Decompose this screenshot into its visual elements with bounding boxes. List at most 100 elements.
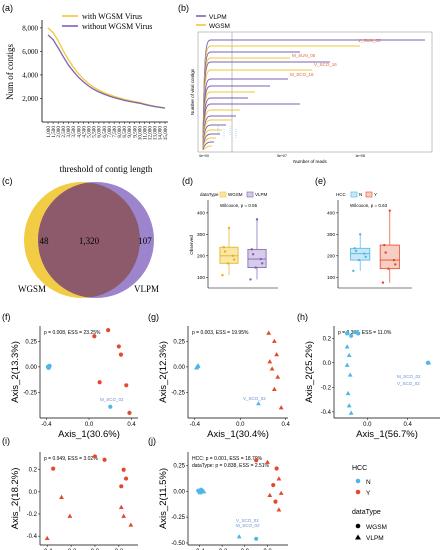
box-point (387, 267, 390, 270)
panel-a-ytick-label: 6,000 (22, 48, 38, 56)
panel-j-point-label-1: M_SCO_02 (236, 523, 260, 528)
panel-a-ytick-label: 2,000 (22, 95, 38, 103)
panel-g-ytick-label: 0.25 (173, 339, 185, 345)
panel-d-legend-label-1: VLPM (255, 192, 268, 197)
panel-a-xtick-label: 10,000 (137, 126, 143, 141)
box-body (379, 244, 400, 270)
panel-b-annotation-m-sun: M_SUN_05 (292, 53, 316, 58)
panel-i-ylabel: Axis_2(18.2%) (10, 468, 21, 530)
panel-e-stat: Wilcoxon, p = 0.63 (350, 203, 388, 208)
panel-j-point-label-0: V_SCO_02 (236, 518, 259, 523)
box-point (251, 252, 255, 256)
panel-i-point-4 (119, 484, 124, 489)
panel-h-point-3 (356, 331, 361, 336)
panel-h-ytick-label: 0.2 (323, 336, 332, 342)
panel-label-b: (b) (178, 3, 189, 13)
panel-label-h: (h) (297, 312, 308, 322)
panel-g-xtick-label: 0.0 (236, 422, 245, 428)
panel-f-point-9 (118, 352, 124, 357)
box-ytick-label: 400 (327, 211, 335, 217)
venn-right-label: VLPM (134, 284, 159, 294)
panel-h-point-8 (345, 390, 351, 396)
panel-b-curve-15 (202, 129, 222, 151)
panel-a-legend-label-1: without WGSM Virus (82, 22, 152, 31)
panel-b-legend: VLPM WGSM (196, 14, 230, 30)
panel-j-ylabel: Axis_2(11.5%) (158, 468, 169, 529)
panel-b-curve-18 (202, 141, 214, 151)
box-ytick-label: 300 (197, 232, 205, 238)
right-legend-hcc-label-y: Y (366, 490, 371, 497)
panel-f-point-5 (108, 404, 113, 409)
right-legend-type-label-wgsm: WGSM (366, 524, 387, 531)
panel-g-xtick-label: 0.4 (282, 422, 291, 428)
panel-h-point-label-1: V_SCO_02 (397, 381, 420, 386)
panel-label-d: (d) (182, 176, 193, 186)
panel-b-xtick-0: 0e+00 (199, 154, 209, 158)
panel-f-ytick-label: -0.25 (23, 390, 37, 396)
right-legend-type-title: dataType (352, 509, 381, 516)
right-legend-type-swatch-wgsm (355, 523, 361, 529)
panel-f-point-12 (127, 410, 132, 415)
box-point (223, 250, 227, 253)
panel-a-y-ticks: 2,000 4,000 6,000 8,000 (22, 24, 42, 103)
panel-b-legend-label-0: VLPM (209, 14, 227, 21)
panel-h-xtick-label: 0.4 (404, 422, 413, 428)
panel-j-point-5 (201, 489, 207, 494)
panel-i-ytick-label: 0.2 (29, 468, 38, 474)
panel-d-legend-label-0: WGSM (228, 192, 243, 197)
venn-shared-count: 1,320 (79, 236, 100, 246)
box-point (364, 255, 367, 259)
panel-a-xtick-label: 3,000 (66, 126, 72, 138)
panel-g-point-10 (275, 374, 281, 379)
panel-f-xtick-label: -0.4 (41, 422, 52, 428)
panel-f-point-4 (46, 365, 51, 371)
panel-g-point-5 (266, 330, 272, 335)
panel-label-g: (g) (148, 312, 159, 322)
panel-i-point-1 (92, 454, 98, 459)
panel-f-point-6 (92, 334, 97, 339)
panel-i-point-10 (128, 522, 134, 527)
right-legend-hcc-title: HCC (352, 465, 367, 472)
panel-a-xtick-label: 9,000 (127, 126, 133, 138)
panel-j-ytick-label: -0.25 (171, 515, 185, 521)
panel-a-xtick-label: 5,000 (86, 126, 92, 138)
panel-i-point-11 (44, 535, 50, 540)
panel-h-point-6 (344, 362, 350, 367)
box-point (261, 262, 264, 265)
panel-b-xtick-1: 5e+07 (277, 154, 287, 158)
panel-a-legend: with WGSM Virus without WGSM Virus (62, 12, 152, 31)
box-body (350, 247, 371, 261)
box-point (227, 226, 231, 230)
panel-a-xtick-label: 1,000 (46, 126, 52, 138)
panel-j-point-18 (267, 492, 273, 497)
panel-h-ytick-label: -0.2 (321, 385, 332, 391)
box-point (357, 258, 361, 262)
right-legend-type-label-vlpm: VLPM (366, 535, 384, 542)
panel-e-plot: 100 200 300 400 (327, 209, 400, 284)
panel-f-xtick-label: 0.4 (127, 422, 136, 428)
panel-h-point-4 (344, 344, 350, 349)
panel-e: HCC N Y Wilcoxon, p = 0.63 100 200 300 400 (327, 191, 412, 289)
panel-b-curve-10 (202, 103, 300, 151)
panel-a-xtick-label: 5,500 (92, 126, 98, 138)
panel-h-point-9 (346, 403, 352, 408)
box-point (383, 243, 386, 247)
panel-b-curve-7 (202, 85, 270, 151)
box-point (250, 248, 253, 251)
venn-left-label: WGSM (18, 284, 46, 294)
panel-label-j: (j) (148, 436, 156, 446)
panel-i-point-8 (118, 504, 124, 509)
panel-c: 48 1,320 107 WGSM VLPM (18, 182, 159, 298)
panel-h-point-2 (349, 333, 354, 338)
panel-i-point-0 (51, 466, 56, 471)
panel-a-xtick-label: 8,500 (122, 126, 128, 138)
panel-f-ylabel: Axis_2(13.3%) (10, 341, 21, 403)
right-legend-hcc-label-n: N (366, 479, 371, 486)
panel-g-point-8 (267, 359, 273, 364)
panel-i-ytick-label: -0.4 (27, 534, 38, 540)
panel-h-point-label-0: M_SCO_02 (397, 374, 421, 379)
panel-j-point-7 (197, 490, 203, 495)
panel-d-legend-title: dataType (200, 192, 219, 197)
panel-f-xtick-label: 0.0 (85, 422, 94, 428)
